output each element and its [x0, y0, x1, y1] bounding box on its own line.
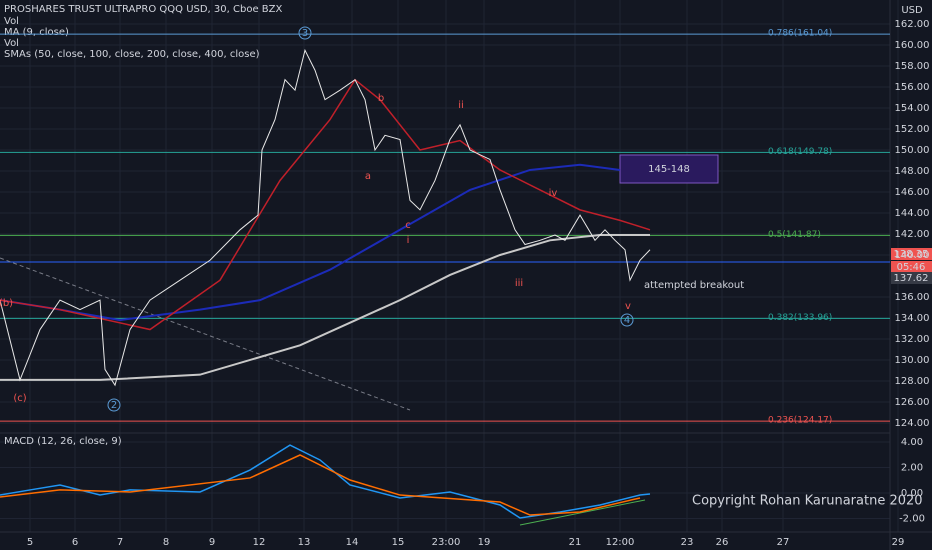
wave-label: 3 [302, 28, 308, 39]
fib-label: 0.618(149.78) [768, 147, 832, 157]
y-tick-label: 154.00 [895, 103, 930, 114]
y-tick-label: 128.00 [895, 376, 930, 387]
series-line [0, 78, 651, 331]
x-tick-label: 26 [716, 537, 729, 548]
wave-circle [107, 398, 121, 412]
wave-label: iv [549, 188, 558, 199]
price-tag: 05:46 [897, 262, 926, 273]
y-tick-label: 124.00 [895, 418, 930, 429]
y-tick-label: 148.00 [895, 166, 930, 177]
macd-title: MACD (12, 26, close, 9) [4, 436, 122, 447]
x-tick-label: 12 [253, 537, 266, 548]
divergence-line [519, 499, 646, 526]
y-tick-label: 156.00 [895, 82, 930, 93]
wave-label: v [625, 301, 631, 312]
x-tick-label: 27 [777, 537, 790, 548]
legend-line: Vol [4, 38, 19, 49]
x-tick-label: 14 [346, 537, 359, 548]
y-tick-label: 158.00 [895, 61, 930, 72]
y-tick-label: 142.00 [895, 229, 930, 240]
y-tick-label: 126.00 [895, 397, 930, 408]
wave-label: (c) [13, 393, 26, 404]
currency: USD [901, 5, 923, 16]
y-tick-label: 146.00 [895, 187, 930, 198]
wave-circle [620, 313, 634, 327]
wave-label: b [378, 93, 384, 104]
price-tag: 137.62 [894, 273, 929, 284]
wave-label: a [365, 171, 371, 182]
y-tick-label: 132.00 [895, 334, 930, 345]
fib-label: 0.786(161.04) [768, 29, 832, 39]
legend-line: Vol [4, 16, 19, 27]
x-tick-label: 23:00 [432, 537, 461, 548]
x-tick-label: 5 [27, 537, 33, 548]
price-tag-bg [891, 272, 932, 284]
y-tick-label: 130.00 [895, 355, 930, 366]
fib-label: 0.236(124.17) [768, 416, 832, 426]
y-tick-label: 4.00 [901, 437, 923, 448]
x-tick-label: 13 [298, 537, 311, 548]
legend-line: MA (9, close) [4, 27, 69, 38]
x-tick-label: 21 [569, 537, 582, 548]
y-tick-label: 160.00 [895, 40, 930, 51]
x-tick-label: 19 [478, 537, 491, 548]
y-tick-label: -2.00 [899, 513, 925, 524]
target-label: 145-148 [648, 164, 690, 175]
series-line [0, 234, 650, 381]
wave-label: 4 [624, 315, 630, 326]
series-line [0, 48, 651, 387]
y-tick-label: 136.00 [895, 292, 930, 303]
y-tick-label: 150.00 [895, 145, 930, 156]
series-line [0, 163, 621, 322]
price-tag-bg [891, 261, 932, 273]
y-tick-label: 134.00 [895, 313, 930, 324]
y-tick-label: 162.00 [895, 19, 930, 30]
copyright: Copyright Rohan Karunaratne 2020 [692, 494, 923, 509]
wave-label: (b) [0, 298, 13, 309]
wave-label: i [407, 235, 410, 246]
x-tick-label: 6 [72, 537, 78, 548]
wave-label: ii [458, 100, 464, 111]
x-tick-label: 23 [681, 537, 694, 548]
fib-label: 0.382(133.96) [768, 313, 832, 323]
x-tick-label: 7 [117, 537, 123, 548]
wave-label: c [405, 220, 411, 231]
y-tick-label: 144.00 [895, 208, 930, 219]
target-box [619, 154, 719, 184]
x-tick-label: 15 [392, 537, 405, 548]
wave-label: iii [515, 278, 523, 289]
price-tag-bg [891, 248, 932, 260]
y-tick-label: 2.00 [901, 463, 923, 474]
x-tick-label: 8 [163, 537, 169, 548]
y-tick-label: 152.00 [895, 124, 930, 135]
series-line [0, 454, 641, 516]
x-tick-label: 29 [892, 537, 905, 548]
y-tick-label: 140.00 [895, 250, 930, 261]
trend-line [0, 257, 411, 411]
x-tick-label: 9 [209, 537, 215, 548]
annotation: attempted breakout [644, 280, 744, 291]
y-tick-label: 0.00 [901, 488, 923, 499]
legend-line: SMAs (50, close, 100, close, 200, close,… [4, 49, 260, 60]
fib-label: 0.5(141.87) [768, 230, 821, 240]
price-tag: 138.35 [894, 249, 929, 260]
symbol-title: PROSHARES TRUST ULTRAPRO QQQ USD, 30, Cb… [4, 4, 282, 15]
wave-label: 2 [111, 400, 117, 411]
wave-circle [298, 26, 312, 40]
x-tick-label: 12:00 [606, 537, 635, 548]
